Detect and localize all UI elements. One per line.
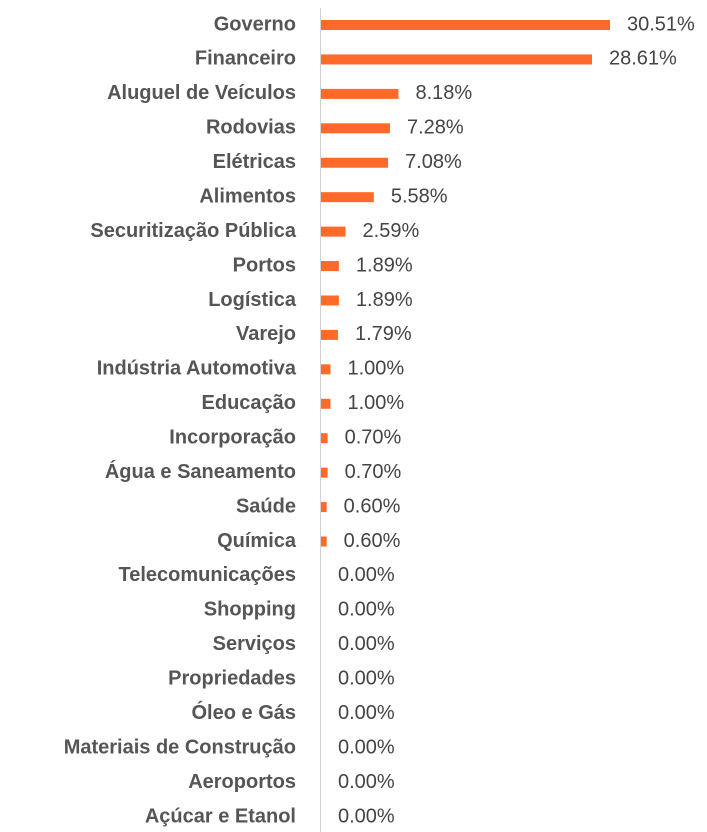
category-label: Elétricas <box>213 151 296 173</box>
bar <box>321 536 327 547</box>
value-label: 5.58% <box>391 185 448 207</box>
bar <box>321 54 593 65</box>
value-label: 0.00% <box>338 599 395 621</box>
category-label: Óleo e Gás <box>192 700 297 724</box>
category-label: Portos <box>233 254 296 276</box>
category-label: Financeiro <box>195 48 296 70</box>
category-label: Açúcar e Etanol <box>145 805 296 827</box>
category-label: Água e Saneamento <box>105 460 296 483</box>
bar <box>321 157 389 168</box>
bar <box>321 502 327 513</box>
bar <box>321 433 328 444</box>
category-label: Educação <box>202 392 296 414</box>
bar <box>321 364 331 375</box>
value-label: 2.59% <box>363 220 420 242</box>
value-label: 0.00% <box>338 564 395 586</box>
category-label: Logística <box>208 289 297 311</box>
value-label: 0.00% <box>338 771 395 793</box>
value-label: 28.61% <box>609 48 677 70</box>
bar <box>321 192 374 203</box>
bar <box>321 20 610 30</box>
category-label: Telecomunicações <box>119 564 296 586</box>
category-label: Aluguel de Veículos <box>107 82 296 104</box>
bar <box>321 467 328 478</box>
bar <box>321 88 399 99</box>
value-label: 1.79% <box>355 323 412 345</box>
value-label: 0.00% <box>338 702 395 724</box>
value-label: 1.00% <box>347 392 404 414</box>
category-label: Governo <box>214 13 296 35</box>
category-label: Securitização Pública <box>90 220 297 242</box>
value-label: 7.28% <box>407 117 464 139</box>
category-label: Saúde <box>236 495 296 517</box>
category-label: Indústria Automotiva <box>97 358 297 380</box>
value-label: 1.89% <box>356 289 413 311</box>
value-label: 0.00% <box>338 736 395 758</box>
value-label: 30.51% <box>627 13 695 35</box>
value-label: 0.00% <box>338 668 395 690</box>
value-label: 1.00% <box>347 358 404 380</box>
category-label: Materiais de Construção <box>64 736 296 758</box>
value-label: 0.60% <box>344 530 401 552</box>
category-label: Aeroportos <box>188 771 296 793</box>
category-label: Alimentos <box>199 185 296 207</box>
bar <box>321 329 338 340</box>
bar <box>321 226 346 237</box>
value-label: 0.70% <box>345 426 402 448</box>
value-label: 1.89% <box>356 254 413 276</box>
value-label: 0.00% <box>338 805 395 827</box>
category-label: Varejo <box>236 323 296 345</box>
value-label: 0.70% <box>345 461 402 483</box>
value-label: 0.60% <box>344 495 401 517</box>
category-label: Shopping <box>204 599 296 621</box>
category-label: Rodovias <box>206 117 296 139</box>
value-label: 0.00% <box>338 633 395 655</box>
bar <box>321 398 331 409</box>
bar <box>321 295 339 306</box>
category-label: Propriedades <box>168 668 296 690</box>
bar <box>321 261 339 272</box>
category-label: Incorporação <box>169 426 296 448</box>
value-label: 7.08% <box>405 151 462 173</box>
bar <box>321 123 390 134</box>
category-label: Serviços <box>213 633 296 655</box>
value-label: 8.18% <box>415 82 472 104</box>
category-label: Química <box>217 530 297 552</box>
